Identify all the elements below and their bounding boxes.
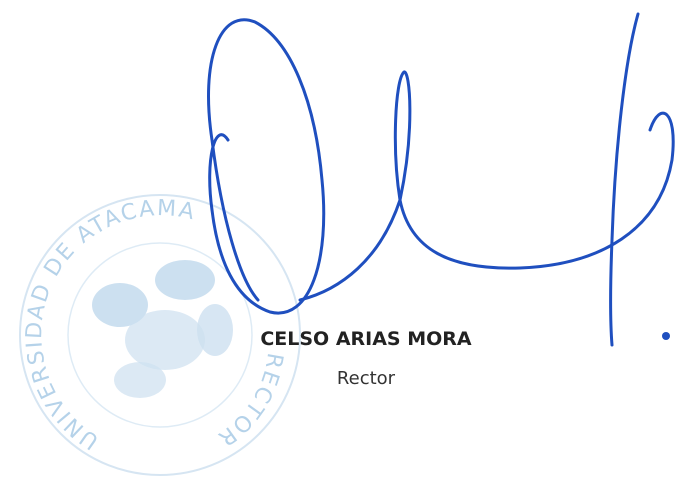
stamp-emblem bbox=[92, 260, 233, 398]
signature-dot bbox=[662, 332, 670, 340]
signatory-title: Rector bbox=[337, 368, 396, 389]
stamp: UNIVERSIDAD DE ATACAMA RECTOR bbox=[20, 195, 300, 475]
signature-block: UNIVERSIDAD DE ATACAMA RECTOR CELSO ARIA… bbox=[0, 0, 682, 479]
handwritten-signature bbox=[209, 14, 674, 345]
signatory-name: CELSO ARIAS MORA bbox=[260, 328, 472, 350]
